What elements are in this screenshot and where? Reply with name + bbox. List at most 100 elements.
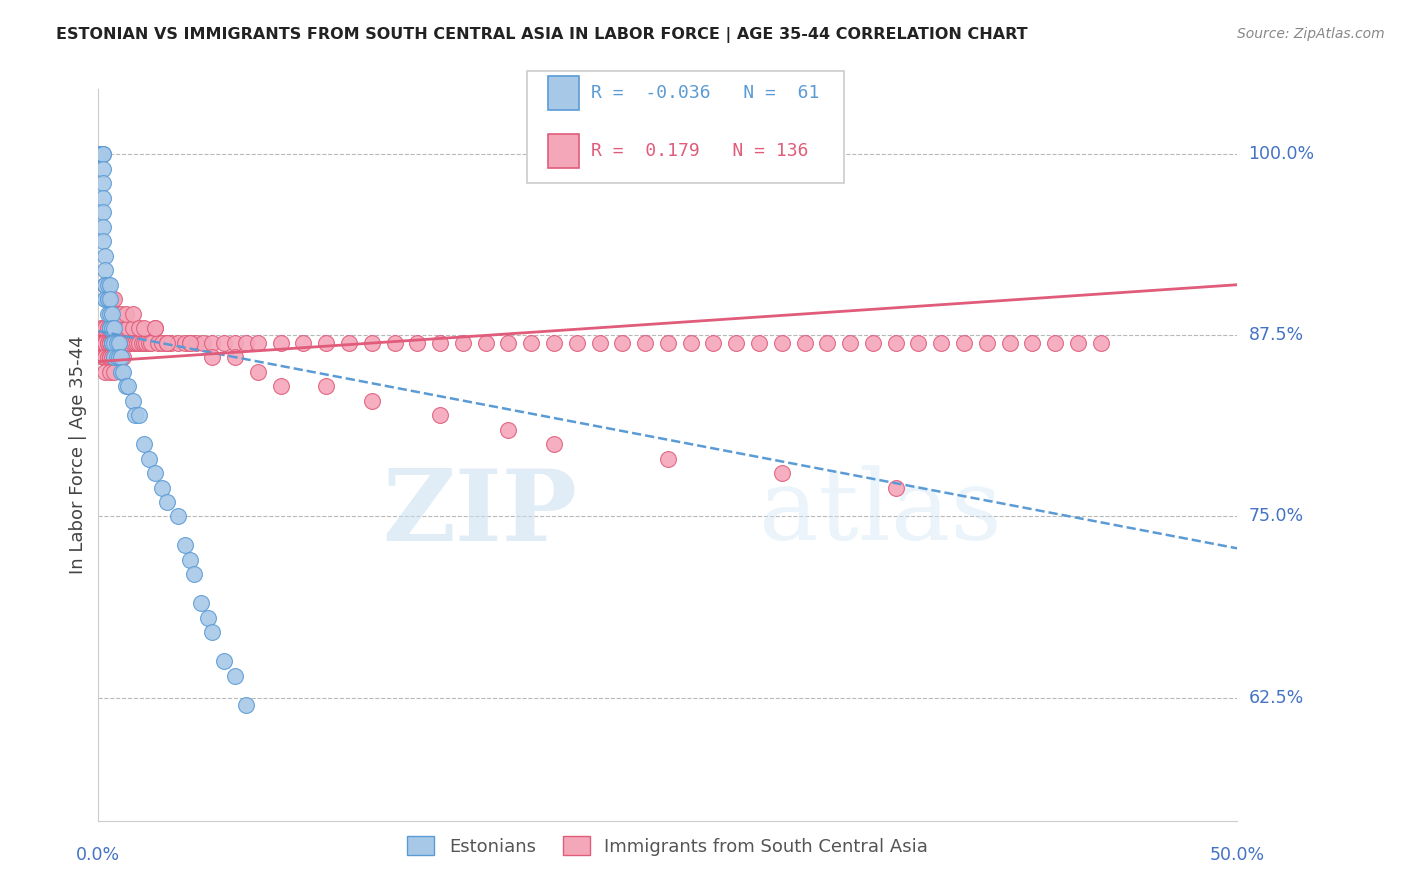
Point [929, 335, 952, 350]
Point [131, 335, 153, 350]
Point [498, 423, 520, 437]
Point [292, 335, 315, 350]
Point [91, 177, 114, 191]
Point [121, 393, 143, 408]
Point [110, 335, 132, 350]
Point [94, 350, 117, 364]
Point [145, 321, 167, 335]
Point [1021, 335, 1043, 350]
Point [105, 321, 128, 335]
Point [94, 335, 117, 350]
Point [110, 321, 132, 335]
Point [793, 335, 815, 350]
Point [360, 335, 382, 350]
Point [193, 335, 215, 350]
Point [183, 567, 205, 582]
Point [112, 350, 135, 364]
Point [179, 335, 201, 350]
Point [96, 307, 118, 321]
Point [96, 292, 118, 306]
Point [94, 335, 117, 350]
Point [91, 234, 114, 248]
Point [190, 596, 212, 610]
Point [94, 263, 117, 277]
Point [235, 698, 257, 712]
Point [235, 335, 257, 350]
Text: R =  -0.036   N =  61: R = -0.036 N = 61 [591, 84, 818, 102]
Point [103, 335, 125, 350]
Point [520, 335, 543, 350]
Point [103, 321, 125, 335]
Point [98, 292, 121, 306]
Point [179, 335, 201, 350]
Point [96, 292, 118, 306]
Text: 87.5%: 87.5% [1249, 326, 1303, 344]
Point [138, 335, 160, 350]
Point [94, 292, 117, 306]
Point [145, 321, 167, 335]
Point [108, 321, 131, 335]
Point [101, 292, 124, 306]
Point [101, 307, 124, 321]
Text: 0.0%: 0.0% [76, 846, 121, 863]
Point [150, 481, 173, 495]
Point [114, 335, 136, 350]
Point [96, 335, 118, 350]
Point [1090, 335, 1112, 350]
Point [337, 335, 360, 350]
Text: 75.0%: 75.0% [1249, 508, 1303, 525]
Point [132, 437, 155, 451]
Point [770, 466, 793, 480]
Point [94, 321, 117, 335]
Point [110, 350, 132, 364]
Point [160, 335, 183, 350]
Point [174, 335, 197, 350]
Point [197, 611, 219, 625]
Point [94, 292, 117, 306]
Point [315, 335, 337, 350]
Text: atlas: atlas [759, 466, 1001, 561]
Point [150, 335, 173, 350]
Point [101, 335, 124, 350]
Point [101, 335, 124, 350]
Point [174, 538, 197, 552]
Point [103, 335, 125, 350]
Point [815, 335, 838, 350]
Point [138, 451, 160, 466]
Point [201, 625, 224, 640]
Point [156, 335, 179, 350]
Point [474, 335, 496, 350]
Point [679, 335, 702, 350]
Point [105, 350, 128, 364]
Point [103, 365, 125, 379]
Text: R =  0.179   N = 136: R = 0.179 N = 136 [591, 142, 808, 160]
Point [998, 335, 1021, 350]
Point [98, 335, 121, 350]
Point [105, 335, 128, 350]
Point [101, 321, 124, 335]
Point [98, 307, 121, 321]
Point [128, 321, 150, 335]
Point [105, 307, 128, 321]
Point [315, 379, 337, 393]
Point [101, 350, 124, 364]
Point [270, 379, 292, 393]
Point [543, 335, 565, 350]
Point [103, 350, 125, 364]
Point [90, 147, 112, 161]
Point [110, 350, 132, 364]
Point [91, 205, 114, 219]
Point [90, 321, 112, 335]
Point [612, 335, 634, 350]
Point [139, 335, 162, 350]
Point [103, 321, 125, 335]
Point [101, 321, 124, 335]
Point [201, 335, 224, 350]
Point [98, 292, 121, 306]
Point [132, 321, 155, 335]
Point [96, 335, 118, 350]
Point [108, 350, 131, 364]
Point [212, 654, 235, 668]
Point [98, 321, 121, 335]
Point [179, 553, 201, 567]
